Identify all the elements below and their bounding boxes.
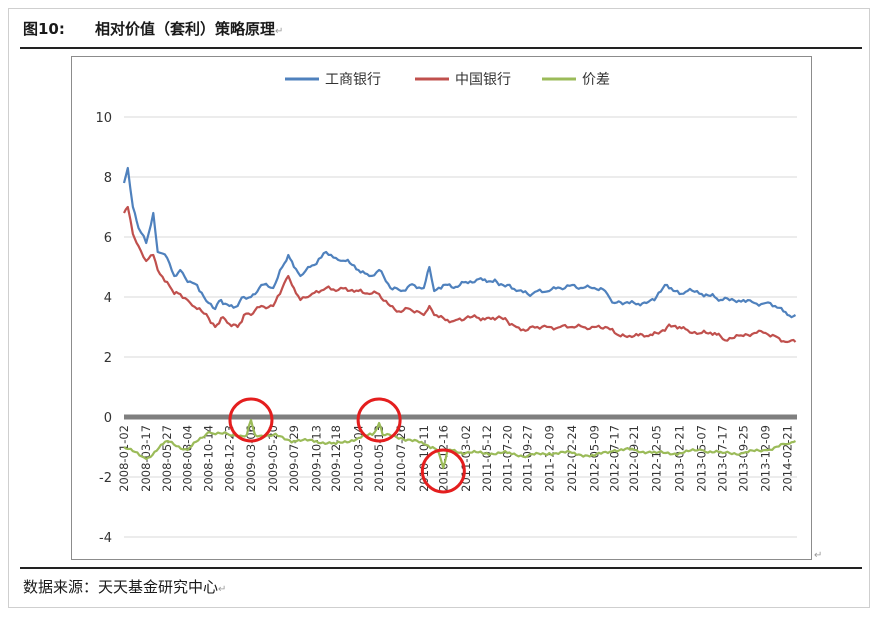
source-text: 数据来源：天天基金研究中心 — [23, 578, 219, 596]
x-tick-label: 2013-05-07 — [695, 425, 709, 492]
highlight-circle — [420, 448, 466, 494]
x-tick-label: 2009-07-29 — [287, 425, 301, 492]
x-tick-label: 2012-07-17 — [608, 425, 622, 492]
series-line-2 — [123, 205, 797, 344]
x-tick-label: 2013-02-21 — [673, 425, 687, 492]
legend-label: 价差 — [582, 72, 610, 88]
chart-legend: 工商银行 中国银行 价差 — [285, 72, 610, 88]
highlight-circle — [228, 397, 274, 443]
x-tick-label: 2013-12-09 — [759, 425, 773, 492]
x-tick-label: 2014-02-21 — [781, 425, 795, 492]
figure-number: 图10: — [23, 20, 65, 38]
y-tick-label: 2 — [104, 351, 112, 366]
header-rule — [20, 47, 862, 49]
x-tick-label: 2011-07-20 — [500, 425, 514, 492]
x-tick-label: 2012-12-05 — [649, 425, 663, 492]
y-tick-label: 6 — [104, 231, 112, 246]
y-tick-label: -4 — [99, 531, 112, 546]
x-tick-label: 2011-03-02 — [459, 425, 473, 492]
x-tick-label: 2013-07-17 — [716, 425, 730, 492]
y-tick-label: -2 — [99, 471, 112, 486]
x-tick-label: 2010-03-04 — [351, 425, 365, 492]
y-tick-label: 0 — [104, 411, 112, 426]
x-tick-label: 2012-05-09 — [587, 425, 601, 492]
paragraph-mark-icon: ↵ — [218, 584, 227, 595]
figure-header: 图10: 相对价值（套利）策略原理↵ — [23, 18, 283, 42]
y-tick-label: 8 — [104, 171, 112, 186]
x-tick-label: 2010-12-16 — [436, 425, 450, 492]
x-tick-label: 2011-09-27 — [521, 425, 535, 492]
chart-end-mark: ↵ — [814, 550, 823, 561]
x-tick-labels: 2008-01-02 2008-03-17 2008-05-27 2008-08-04… — [117, 425, 795, 492]
y-tick-label: 4 — [104, 291, 112, 306]
chart-area: -4 -2 0 2 4 6 8 10 2008-01-02 2008-03-17 2008-05-2… — [71, 56, 812, 560]
x-tick-label: 2009-10-13 — [309, 425, 323, 492]
figure-source: 数据来源：天天基金研究中心↵ — [23, 576, 226, 597]
x-tick-label: 2009-12-18 — [329, 425, 343, 492]
series-line-1 — [122, 166, 797, 319]
x-tick-label: 2013-09-25 — [736, 425, 750, 492]
x-tick-label: 2009-05-20 — [266, 425, 280, 492]
legend-label: 中国银行 — [455, 72, 511, 88]
x-tick-label: 2008-10-14 — [202, 425, 216, 492]
x-tick-label: 2012-02-24 — [565, 425, 579, 492]
x-tick-label: 2012-09-21 — [627, 425, 641, 492]
y-tick-label: 10 — [95, 111, 112, 126]
x-tick-label: 2008-01-02 — [117, 425, 131, 492]
figure-title: 相对价值（套利）策略原理 — [95, 20, 276, 38]
x-tick-label: 2011-12-09 — [542, 425, 556, 492]
x-tick-label: 2008-08-04 — [181, 425, 195, 492]
x-tick-label: 2008-12-23 — [222, 425, 236, 492]
paragraph-mark-icon: ↵ — [275, 26, 284, 37]
footer-rule — [20, 567, 862, 569]
highlight-circle — [356, 397, 402, 443]
x-tick-label: 2010-07-26 — [394, 425, 408, 492]
x-tick-label: 2011-05-12 — [480, 425, 494, 492]
legend-label: 工商银行 — [325, 72, 381, 88]
x-tick-label: 2008-05-27 — [160, 425, 174, 492]
